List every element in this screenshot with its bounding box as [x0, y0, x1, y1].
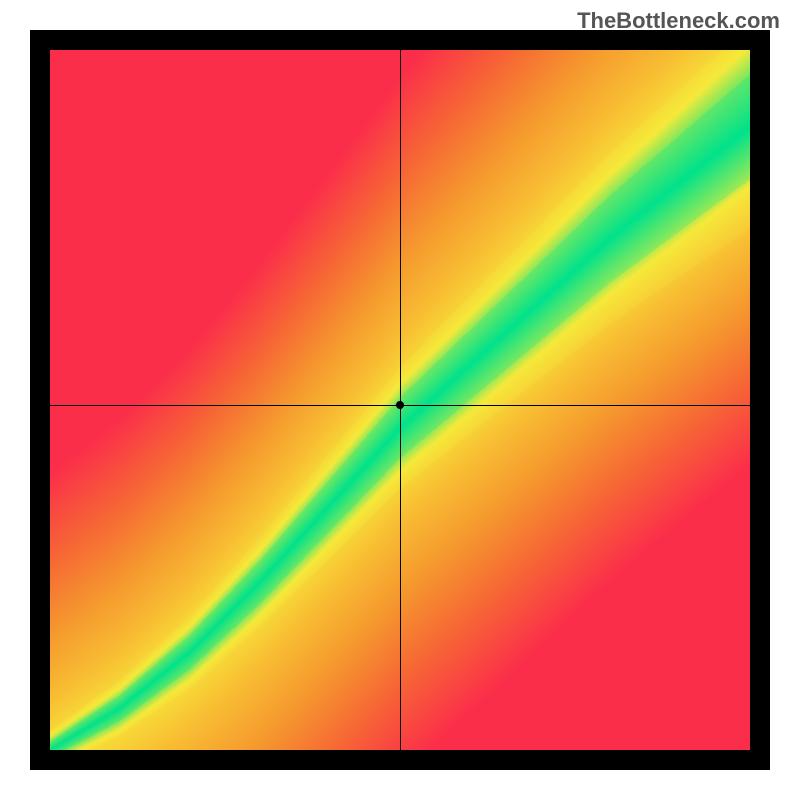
chart-container: TheBottleneck.com — [0, 0, 800, 800]
watermark-text: TheBottleneck.com — [577, 8, 780, 34]
plot-area — [50, 50, 750, 750]
crosshair-marker — [396, 401, 404, 409]
